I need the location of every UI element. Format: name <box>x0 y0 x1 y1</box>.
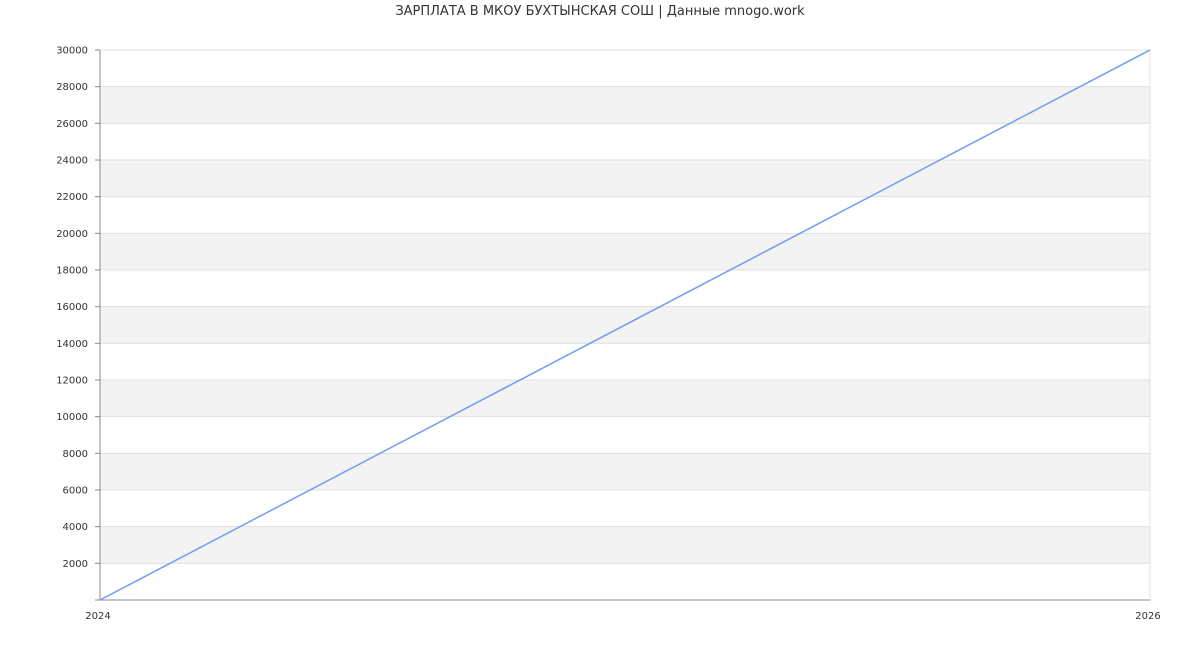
y-tick-label: 18000 <box>56 266 88 277</box>
background-band <box>100 453 1150 490</box>
background-band <box>100 380 1150 417</box>
background-band <box>100 160 1150 197</box>
y-tick-label: 22000 <box>56 192 88 203</box>
y-tick-label: 8000 <box>63 449 88 460</box>
y-tick-label: 24000 <box>56 156 88 167</box>
x-tick-label: 2024 <box>85 611 110 622</box>
y-tick-label: 14000 <box>56 339 88 350</box>
y-tick-label: 30000 <box>56 46 88 57</box>
y-tick-label: 20000 <box>56 229 88 240</box>
background-band <box>100 526 1150 564</box>
y-tick-label: 10000 <box>56 412 88 423</box>
background-band <box>100 86 1150 124</box>
background-band <box>100 233 1150 270</box>
x-tick-label: 2026 <box>1135 611 1160 622</box>
y-tick-label: 2000 <box>63 559 88 570</box>
chart-title: ЗАРПЛАТА В МКОУ БУХТЫНСКАЯ СОШ | Данные … <box>395 4 805 19</box>
y-tick-label: 4000 <box>63 522 88 533</box>
y-tick-label: 12000 <box>56 376 88 387</box>
y-tick-label: 6000 <box>63 486 88 497</box>
y-tick-label: 16000 <box>56 302 88 313</box>
y-tick-label: 28000 <box>56 82 88 93</box>
y-tick-label: 26000 <box>56 119 88 130</box>
series-line <box>99 49 1151 601</box>
